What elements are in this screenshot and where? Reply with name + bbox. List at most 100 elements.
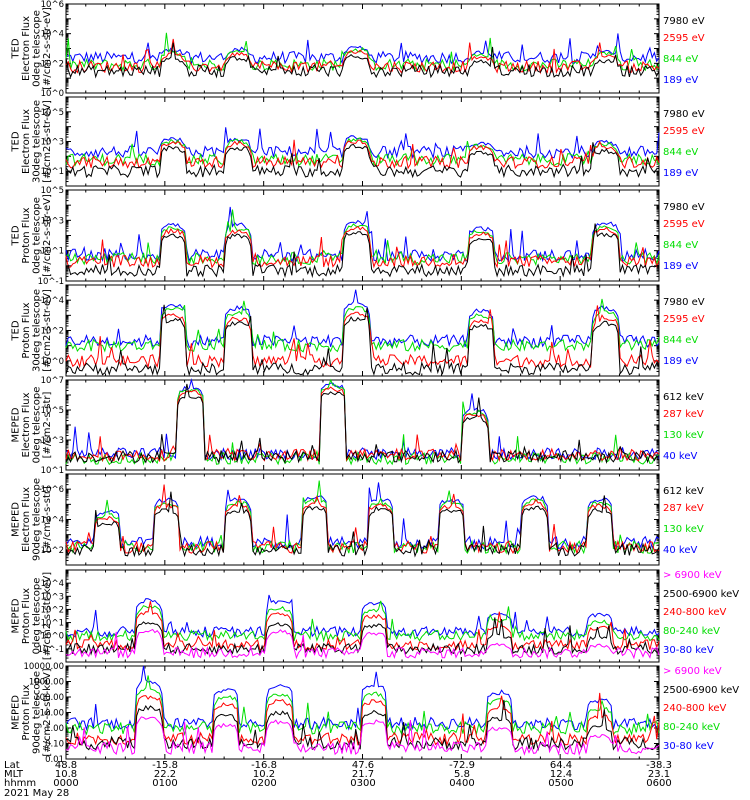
panel-frame [65, 189, 660, 282]
panel-5: 10^1 10^3 10^5 10^7 MEPED Electron Flux 0deg t… [10, 376, 704, 476]
legend-entry: 612 keV [663, 392, 704, 403]
series-line-2595-ev [65, 305, 660, 369]
y-tick-label: 10^0 [41, 357, 64, 367]
legend-entry: 287 keV [663, 503, 704, 514]
y-tick-label: 0.01 [45, 755, 64, 765]
legend-entry: 7980 eV [663, 202, 705, 213]
y-axis-label: [#/cm2-s-str-eV] [42, 289, 53, 372]
panel-3: 10^-1 10^1 10^3 10^5 TED Proton Flux 0deg tele… [10, 186, 705, 287]
legend-entry: 287 keV [663, 409, 704, 420]
x-row-value: 0200 [251, 778, 276, 789]
y-tick-label: 10^4 [41, 30, 64, 40]
y-tick-label: 10^6 [41, 0, 64, 10]
panel-2: 10^1 10^3 10^5 TED Electron Flux 30deg telesc… [10, 96, 705, 187]
series-line-7980-ev [65, 42, 660, 79]
y-axis-label: 90deg telescope [31, 478, 42, 561]
y-axis-label: TED [10, 225, 21, 246]
y-tick-label: 10^3 [41, 592, 64, 602]
legend-entry: 2595 eV [663, 219, 705, 230]
legend-entry: 2595 eV [663, 126, 705, 137]
y-tick-label: 10^1 [41, 619, 64, 629]
series-line--6900-kev [65, 716, 660, 756]
x-row-label: MLT [4, 769, 24, 780]
series-line-7980-ev [65, 142, 660, 179]
y-axis-label: TED [10, 131, 21, 152]
series-line-80-240-kev [65, 675, 660, 736]
legend-entry: 130 keV [663, 430, 704, 441]
y-tick-label: 100.00 [34, 693, 64, 703]
legend-entry: > 6900 keV [663, 666, 722, 677]
y-axis-label: Electron Flux [21, 487, 32, 552]
series-line-40-kev [65, 378, 660, 462]
x-row-value: -72.9 [449, 760, 475, 771]
legend-entry: 844 eV [663, 335, 698, 346]
panel-7: 10^-1 10^0 10^1 10^2 10^3 10^4 MEPED Proton Flu… [10, 569, 739, 663]
legend-entry: 844 eV [663, 54, 698, 65]
y-axis-label: [#/cm2-s-str-eV] [42, 7, 53, 90]
series-line-40-kev [65, 482, 660, 551]
series-line--6900-kev [65, 628, 660, 660]
legend-entry: 7980 eV [663, 297, 705, 308]
x-row-label: hhmm [4, 778, 36, 789]
panel-frame [65, 379, 660, 471]
x-row-value: 10.2 [253, 769, 275, 780]
series-line-287-kev [65, 484, 660, 555]
x-row-value: -16.8 [251, 760, 277, 771]
legend-entry: 130 keV [663, 524, 704, 535]
y-axis-label: Proton Flux [21, 684, 32, 740]
x-row-label: Lat [4, 760, 20, 771]
y-axis-label: MEPED [10, 502, 21, 537]
y-tick-label: 10000.00 [23, 662, 64, 672]
y-axis-label: TED [10, 320, 21, 341]
panel-6: 10^2 10^4 10^6 MEPED Electron Flux 90deg tele… [10, 473, 704, 566]
y-tick-label: 10^2 [41, 605, 64, 615]
legend-entry: 189 eV [663, 75, 698, 86]
series-line-30-80-kev [65, 665, 660, 732]
x-row-value: 0400 [449, 778, 474, 789]
y-tick-label: 10^-1 [38, 645, 64, 655]
y-tick-label: 10^1 [41, 167, 64, 177]
legend-entry: 80-240 keV [663, 626, 720, 637]
legend-entry: 612 keV [663, 486, 704, 497]
y-tick-label: 10.00 [40, 709, 64, 719]
y-tick-label: 10^2 [41, 59, 64, 69]
legend-entry: 2595 eV [663, 314, 705, 325]
panel-4: 10^0 10^2 10^4 TED Proton Flux 30deg telescop… [10, 284, 705, 377]
legend-entry: 189 eV [663, 356, 698, 367]
x-row-value: 22.2 [154, 769, 176, 780]
y-tick-label: 10^4 [41, 579, 64, 589]
legend-entry: 40 keV [663, 545, 697, 556]
series-line-612-kev [65, 383, 660, 464]
y-axis-label: [#/cm2-s-str-keV] [42, 572, 53, 660]
panel-8: 0.01 0.10 1.00 10.00 100.00 1000.00 10000.00 ME… [10, 662, 739, 765]
legend-entry: 844 eV [663, 147, 698, 158]
y-axis-label: TED [10, 38, 21, 59]
x-row-value: -15.8 [152, 760, 178, 771]
legend-entry: 40 keV [663, 451, 697, 462]
series-line-2595-ev [65, 139, 660, 170]
series-line-844-ev [65, 32, 660, 73]
legend-entry: 844 eV [663, 240, 698, 251]
legend-entry: 2500-6900 keV [663, 685, 739, 696]
y-axis-label: MEPED [10, 407, 21, 442]
x-row-value: 64.4 [550, 760, 572, 771]
series-line-80-240-kev [65, 600, 660, 643]
legend-entry: 80-240 keV [663, 722, 720, 733]
y-axis-label: [#/cm2-s-str-keV] [42, 668, 53, 756]
y-axis-label: Proton Flux [21, 302, 32, 358]
series-line-2595-ev [65, 225, 660, 269]
y-tick-label: 10^5 [41, 108, 64, 118]
y-tick-label: 10^1 [41, 247, 64, 257]
y-axis-label: [#/cm2-s-str-eV] [42, 194, 53, 277]
legend-entry: 7980 eV [663, 16, 705, 27]
date-label: 2021 May 28 [4, 788, 69, 799]
x-row-value: 5.8 [454, 769, 470, 780]
y-axis-label: 0deg telescope [31, 197, 42, 274]
y-tick-label: 1000.00 [29, 678, 64, 688]
x-row-value: 21.7 [352, 769, 374, 780]
y-axis-label: Electron Flux [21, 16, 32, 81]
legend-entry: 30-80 keV [663, 645, 714, 656]
legend-entry: 240-800 keV [663, 607, 727, 618]
legend-entry: 189 eV [663, 261, 698, 272]
